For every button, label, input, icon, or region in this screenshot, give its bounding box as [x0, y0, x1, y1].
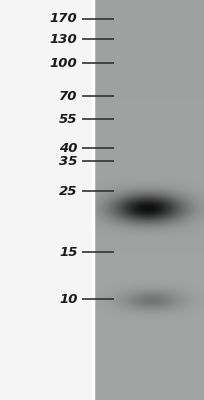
Text: 10: 10: [59, 293, 78, 306]
Text: 70: 70: [59, 90, 78, 102]
Text: 40: 40: [59, 142, 78, 154]
Text: 55: 55: [59, 113, 78, 126]
Text: 35: 35: [59, 155, 78, 168]
Text: 25: 25: [59, 185, 78, 198]
Text: 170: 170: [50, 12, 78, 25]
Text: 130: 130: [50, 33, 78, 46]
Bar: [94, 0, 204, 400]
Text: 15: 15: [59, 246, 78, 258]
Text: 100: 100: [50, 57, 78, 70]
